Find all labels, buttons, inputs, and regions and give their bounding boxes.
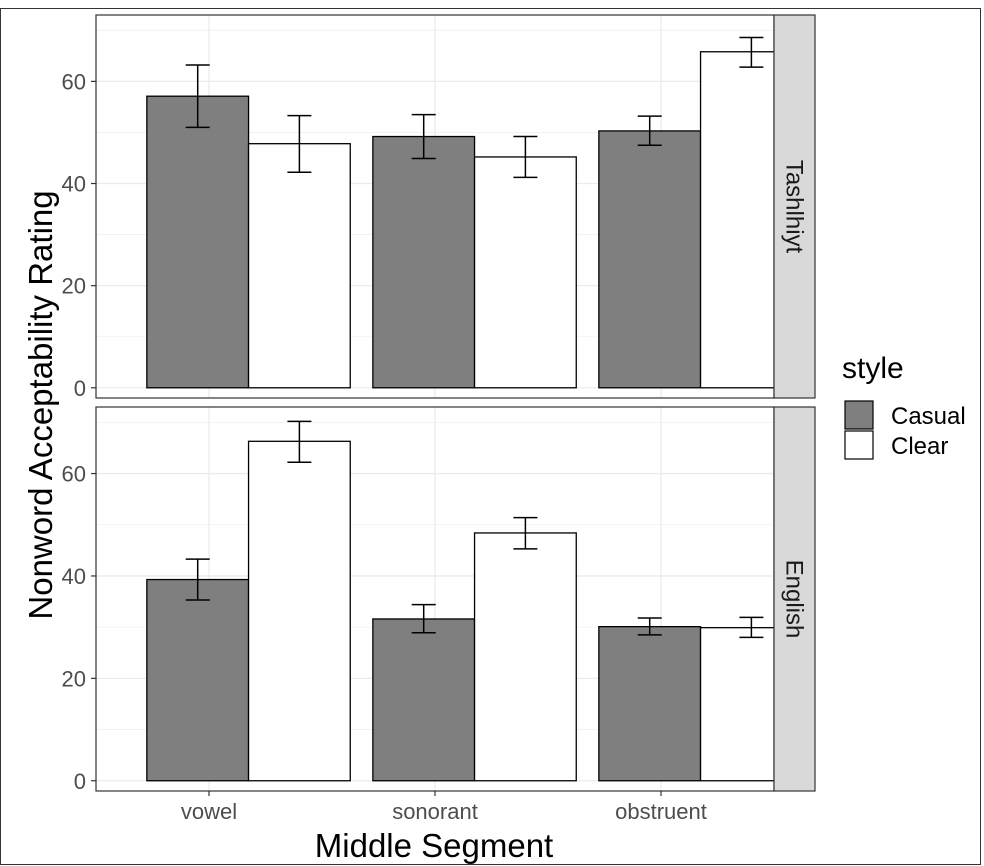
facet-strip-label: English bbox=[781, 560, 808, 639]
x-axis-title: Middle Segment bbox=[315, 827, 553, 864]
y-tick-label: 40 bbox=[62, 172, 86, 197]
legend-key-clear bbox=[844, 430, 874, 460]
y-tick-label: 20 bbox=[62, 666, 86, 691]
y-tick-label: 60 bbox=[62, 462, 86, 487]
y-tick-label: 60 bbox=[62, 69, 86, 94]
y-tick-label: 20 bbox=[62, 274, 86, 299]
y-axis-title: Nonword Acceptability Rating bbox=[22, 190, 59, 619]
x-tick-label: obstruent bbox=[615, 799, 707, 824]
bar-casual bbox=[146, 578, 250, 782]
legend-title: style bbox=[842, 352, 904, 385]
bar-clear bbox=[247, 440, 351, 782]
legend-key-casual bbox=[844, 400, 874, 430]
facet-strip-label: Tashlhiyt bbox=[781, 160, 808, 254]
y-tick-label: 0 bbox=[74, 769, 86, 794]
x-tick-label: sonorant bbox=[392, 799, 478, 824]
bar-casual bbox=[598, 625, 702, 782]
facet-strip bbox=[773, 406, 816, 792]
bar-casual bbox=[372, 618, 476, 782]
bar-clear bbox=[247, 143, 351, 389]
y-tick-label: 0 bbox=[74, 376, 86, 401]
facet-strip bbox=[773, 14, 816, 399]
legend-label-casual: Casual bbox=[891, 403, 966, 430]
bar-casual bbox=[146, 95, 250, 389]
bar-casual bbox=[598, 130, 702, 389]
y-tick-label: 40 bbox=[62, 564, 86, 589]
bar-clear bbox=[473, 156, 577, 389]
x-tick-label: vowel bbox=[181, 799, 237, 824]
bar-clear bbox=[473, 532, 577, 782]
figure-frame bbox=[0, 8, 981, 865]
bar-casual bbox=[372, 135, 476, 389]
legend-label-clear: Clear bbox=[891, 433, 948, 460]
